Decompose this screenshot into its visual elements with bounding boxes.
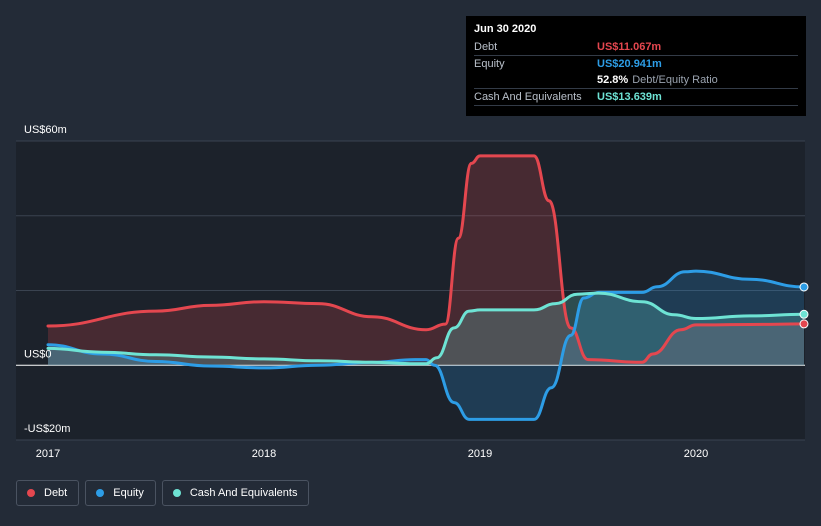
tooltip-debt-value: US$11.067m — [597, 41, 662, 53]
data-tooltip: Jun 30 2020 Debt US$11.067m Equity US$20… — [466, 16, 806, 116]
marker-equity — [799, 282, 809, 292]
equity-dot-icon — [96, 489, 105, 497]
marker-debt — [799, 319, 809, 329]
x-tick-label: 2017 — [36, 448, 60, 460]
legend-item-debt[interactable]: Debt — [16, 480, 80, 506]
series-lines — [46, 154, 806, 421]
legend-item-cash[interactable]: Cash And Equivalents — [161, 480, 310, 506]
y-axis-labels: US$60m US$0 -US$20m — [24, 124, 70, 435]
y-tick-label: US$0 — [24, 348, 52, 360]
y-tick-label: US$60m — [24, 124, 67, 136]
area-equity — [48, 271, 804, 420]
series-areas — [48, 155, 804, 420]
x-tick-label: 2020 — [684, 448, 708, 460]
area-cash — [48, 293, 804, 366]
tooltip-ratio-label: Debt/Equity Ratio — [632, 74, 718, 86]
x-tick-label: 2018 — [252, 448, 276, 460]
chart-legend: Debt Equity Cash And Equivalents — [16, 480, 310, 506]
tooltip-cash-value: US$13.639m — [597, 91, 662, 103]
legend-item-equity[interactable]: Equity — [85, 480, 156, 506]
debt-dot-icon — [27, 489, 35, 497]
line-equity — [46, 269, 806, 421]
area-debt — [48, 155, 804, 366]
y-tick-label: -US$20m — [24, 423, 70, 435]
x-tick-label: 2019 — [468, 448, 492, 460]
cash-dot-icon — [172, 489, 181, 497]
tooltip-ratio-value: 52.8% — [597, 74, 629, 86]
tooltip-cash-row: Cash And Equivalents US$13.639m — [474, 88, 798, 106]
line-debt — [46, 154, 806, 364]
tooltip-equity-label: Equity — [474, 58, 505, 70]
legend-cash-label: Cash And Equivalents — [189, 487, 298, 499]
legend-equity-label: Equity — [113, 487, 144, 499]
tooltip-equity-row: Equity US$20.941m — [474, 55, 798, 72]
marker-cash — [799, 309, 809, 319]
series-end-markers — [799, 282, 809, 329]
tooltip-debt-label: Debt — [474, 41, 498, 53]
tooltip-equity-value: US$20.941m — [597, 58, 662, 70]
tooltip-ratio-row: 52.8% Debt/Equity Ratio — [474, 72, 798, 88]
tooltip-debt-row: Debt US$11.067m — [474, 39, 798, 55]
tooltip-date: Jun 30 2020 — [474, 23, 537, 35]
x-axis-labels: 2017 2018 2019 2020 — [36, 448, 708, 460]
tooltip-cash-label: Cash And Equivalents — [474, 91, 582, 103]
line-cash — [46, 291, 806, 366]
legend-debt-label: Debt — [44, 487, 68, 499]
